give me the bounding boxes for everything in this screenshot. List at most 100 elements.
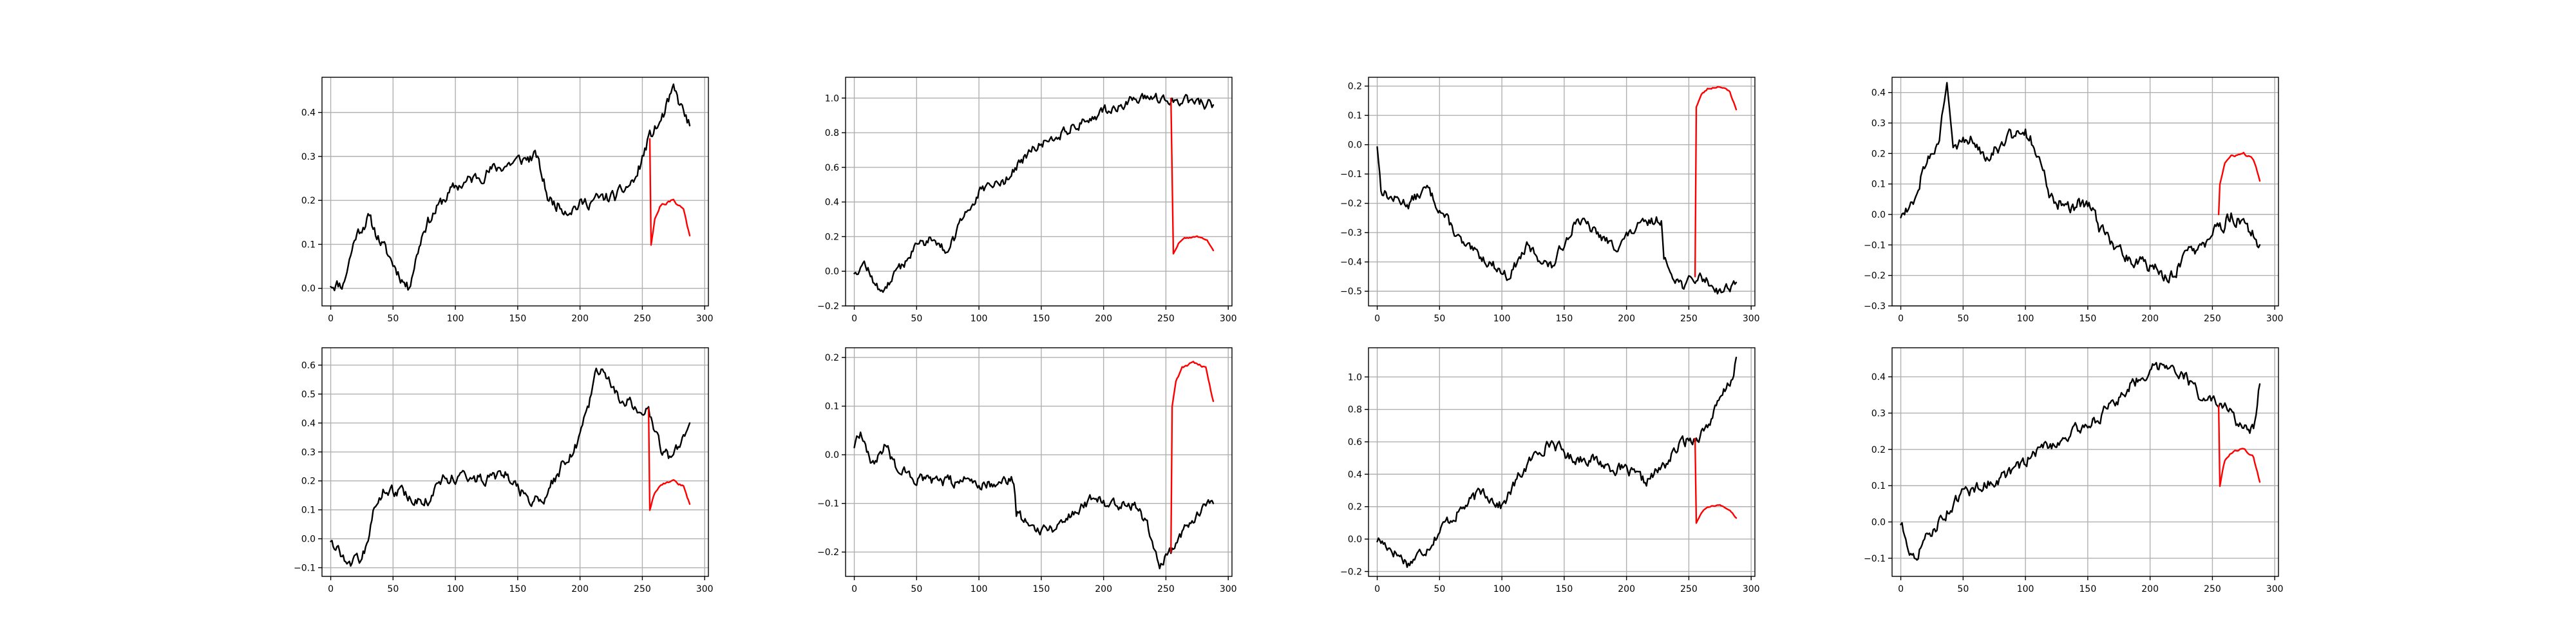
x-tick-label: 300 (1220, 314, 1237, 324)
y-tick-label: −0.1 (1340, 169, 1362, 180)
series-line-overlay (2217, 151, 2261, 216)
x-tick-label: 50 (1434, 584, 1445, 594)
x-tick-label: 100 (1493, 314, 1511, 324)
x-tick-label: 150 (509, 314, 527, 324)
x-tick-label: 50 (387, 314, 399, 324)
y-tick-label: 0.4 (301, 419, 316, 429)
y-tick-label: 0.0 (301, 284, 316, 294)
chart-panel-1: 0 50 100 150 200 250 300 0.0 0.1 0.2 0.3 0.4 (301, 77, 714, 324)
x-tick-label: 0 (328, 314, 334, 324)
x-tick-label: 250 (1680, 314, 1698, 324)
x-tick-label: 50 (1957, 584, 1969, 594)
x-tick-label: 300 (696, 584, 714, 594)
y-tick-label: 0.4 (1348, 469, 1362, 480)
x-tick-label: 250 (634, 584, 651, 594)
x-tick-label: 0 (1374, 314, 1380, 324)
y-tick-label: −0.2 (1864, 271, 1886, 281)
x-tick-label: 100 (971, 314, 988, 324)
y-tick-label: 0.2 (301, 477, 316, 487)
y-tick-label: 0.1 (825, 402, 839, 412)
y-tick-label: 0.2 (1348, 502, 1362, 513)
x-tick-label: 300 (696, 314, 714, 324)
x-tick-label: 100 (1493, 584, 1511, 594)
y-tick-label: 0.3 (301, 448, 316, 458)
x-tick-label: 200 (2141, 584, 2159, 594)
y-tick-label: −0.3 (1864, 301, 1886, 312)
y-tick-label: 0.1 (1348, 111, 1362, 121)
x-tick-label: 250 (2204, 584, 2221, 594)
y-tick-label: 0.2 (1871, 149, 1886, 159)
y-tick-label: 0.0 (1348, 535, 1362, 545)
x-tick-label: 150 (1033, 314, 1050, 324)
y-tick-label: 0.5 (301, 390, 316, 400)
y-tick-label: 0.2 (1348, 82, 1362, 92)
x-tick-label: 100 (447, 584, 464, 594)
x-tick-label: 0 (1374, 584, 1380, 594)
y-tick-label: 0.8 (825, 128, 839, 138)
x-tick-label: 200 (1618, 584, 1635, 594)
plot-frame (845, 77, 1233, 307)
x-tick-label: 250 (1157, 314, 1175, 324)
plot-frame (1368, 77, 1756, 307)
chart-panel-2: 0 50 100 150 200 250 300 −0.2 0.0 0.2 0.4 0.6 0.8 1.0 (817, 77, 1237, 324)
x-tick-label: 100 (971, 584, 988, 594)
y-tick-label: 0.2 (825, 232, 839, 242)
y-tick-label: −0.1 (817, 499, 839, 509)
x-tick-label: 200 (1618, 314, 1635, 324)
y-tick-label: −0.1 (1864, 554, 1886, 564)
x-tick-label: 0 (1898, 584, 1904, 594)
x-tick-label: 100 (2017, 314, 2034, 324)
x-tick-label: 50 (1434, 314, 1445, 324)
x-tick-label: 150 (1556, 584, 1573, 594)
y-tick-label: 0.3 (1871, 118, 1886, 129)
x-tick-label: 200 (571, 314, 589, 324)
y-tick-label: 0.0 (1871, 210, 1886, 220)
series-line-main (330, 83, 691, 292)
series-line-main (853, 431, 1215, 569)
x-tick-label: 250 (1157, 584, 1175, 594)
x-tick-label: 150 (2079, 314, 2097, 324)
y-tick-label: −0.2 (1340, 567, 1362, 577)
series-line-main (1900, 361, 2261, 561)
y-tick-label: −0.2 (817, 301, 839, 312)
x-tick-label: 100 (2017, 584, 2034, 594)
y-tick-label: 0.6 (1348, 437, 1362, 448)
y-tick-label: −0.2 (1340, 199, 1362, 209)
y-tick-label: 0.2 (301, 196, 316, 206)
x-tick-label: 300 (1743, 584, 1760, 594)
x-tick-label: 150 (1556, 314, 1573, 324)
y-tick-label: −0.4 (1340, 258, 1362, 268)
series-line-overlay (1170, 361, 1215, 553)
y-tick-label: 0.1 (1871, 180, 1886, 190)
series-line-overlay (1694, 86, 1738, 278)
y-tick-label: 0.0 (301, 535, 316, 545)
series-line-overlay (649, 138, 691, 246)
y-tick-label: 0.3 (1871, 408, 1886, 419)
x-tick-label: 200 (1095, 584, 1112, 594)
series-line-main (1376, 146, 1738, 295)
x-tick-label: 200 (571, 584, 589, 594)
chart-panel-4: 0 50 100 150 200 250 300 −0.3 −0.2 −0.1 0.0 0.1 0.2 0… (1864, 77, 2284, 324)
chart-panel-8: 0 50 100 150 200 250 300 −0.1 0.0 0.1 0.2 0.3 0.4 (1864, 347, 2284, 594)
x-tick-label: 250 (634, 314, 651, 324)
y-tick-label: 1.0 (1348, 372, 1362, 383)
series-line-overlay (647, 408, 691, 511)
series-line-main (853, 93, 1215, 293)
plot-frame (1891, 347, 2279, 577)
y-tick-label: 0.6 (301, 361, 316, 371)
x-tick-label: 50 (911, 584, 922, 594)
y-tick-label: 0.4 (1871, 372, 1886, 383)
x-tick-label: 0 (328, 584, 334, 594)
y-tick-label: 0.1 (301, 506, 316, 516)
x-tick-label: 50 (911, 314, 922, 324)
x-tick-label: 300 (2266, 584, 2284, 594)
chart-panel-7: 0 50 100 150 200 250 300 −0.2 0.0 0.2 0.4 0.6 0.8 1.0 (1340, 347, 1760, 594)
y-tick-label: 1.0 (825, 93, 839, 104)
y-tick-label: 0.4 (1871, 88, 1886, 99)
plot-frame (321, 347, 709, 577)
series-line-overlay (1694, 437, 1738, 524)
x-tick-label: 300 (1220, 584, 1237, 594)
series-line-overlay (2217, 405, 2261, 488)
chart-panel-3: 0 50 100 150 200 250 300 −0.5 −0.4 −0.3 −0.2 −0.1 0.… (1340, 77, 1760, 324)
